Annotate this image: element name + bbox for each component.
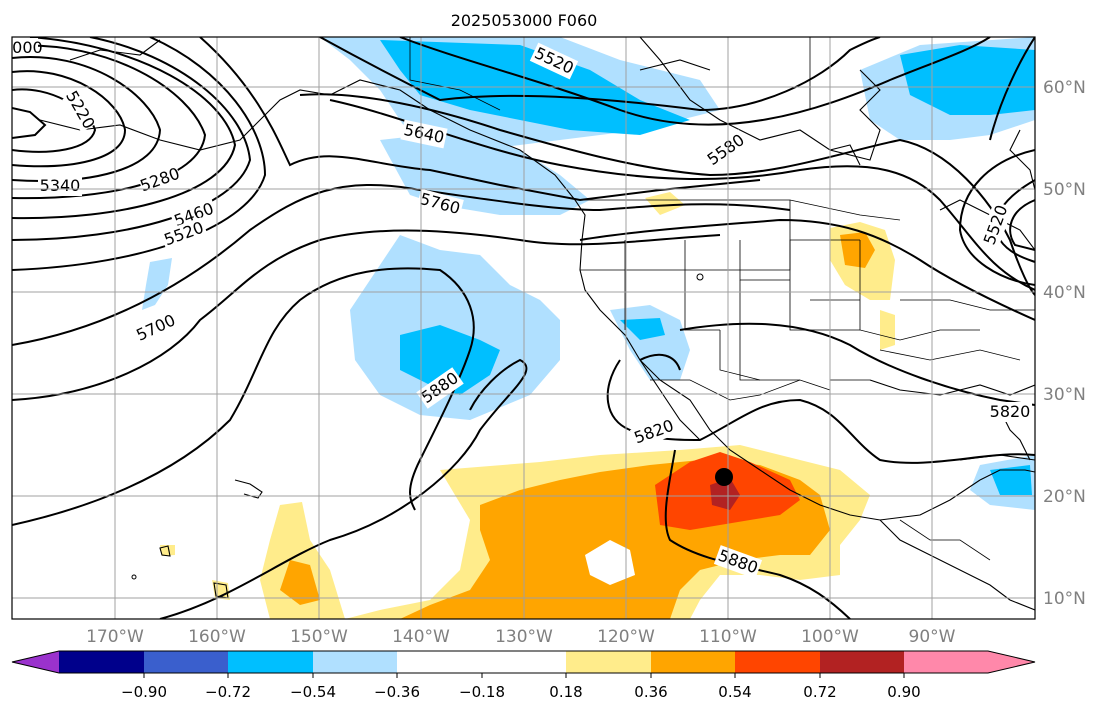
gridlines [12,37,1035,619]
colorbar-segment [988,651,1035,673]
lat-label: 60°N [1043,78,1086,98]
colorbar-segment [651,651,735,673]
longitude-labels: 170°W 160°W 150°W 140°W 130°W 120°W 110°… [86,627,956,647]
colorbar-tick-label: 0.90 [887,683,920,701]
lat-label: 10°N [1043,589,1086,609]
colorbar-tick-label: 0.36 [634,683,667,701]
lon-label: 140°W [392,627,450,647]
storm-center-marker [715,468,733,486]
lon-label: 110°W [699,627,757,647]
colorbar-tick-label: −0.90 [121,683,167,701]
lat-label: 40°N [1043,283,1086,303]
colorbar-segment [397,651,482,673]
colorbar-segment [482,651,566,673]
contour-label: 5000 [2,38,43,57]
lon-label: 90°W [909,627,956,647]
lat-label: 30°N [1043,385,1086,405]
map-frame [11,36,1036,620]
lon-label: 150°W [290,627,348,647]
colorbar-tick-label: 0.18 [549,683,582,701]
colorbar-segment [228,651,313,673]
colorbar-tick-label: 0.54 [718,683,751,701]
colorbar-segment [59,651,144,673]
colorbar-segment [313,651,397,673]
colorbar-tick-label: −0.54 [290,683,336,701]
figure-title: 2025053000 F060 [451,11,598,30]
map-area: 5220 5340 5280 5460 5520 5700 5640 5760 … [2,37,1035,619]
lon-label: 160°W [188,627,246,647]
lat-label: 20°N [1043,487,1086,507]
colorbar-tick-label: −0.18 [459,683,505,701]
anomaly-gap [585,540,635,585]
lon-label: 170°W [86,627,144,647]
lon-label: 130°W [495,627,553,647]
latitude-labels: 60°N 50°N 40°N 30°N 20°N 10°N [1043,78,1086,609]
contour-label: 5340 [40,176,81,195]
colorbar-segment [904,651,988,673]
colorbar: −0.90 −0.72 −0.54 −0.36 −0.18 0.18 0.36 … [11,650,1036,701]
colorbar-segment [566,651,651,673]
colorbar-segment [820,651,904,673]
colorbar-segment [144,651,228,673]
lon-label: 100°W [801,627,859,647]
positive-anomaly-darkred [710,478,740,510]
colorbar-tick-label: 0.72 [803,683,836,701]
lat-label: 50°N [1043,180,1086,200]
colorbar-segment [735,651,820,673]
lon-label: 120°W [597,627,655,647]
contour-label: 5820 [990,402,1031,421]
colorbar-tick-label: −0.72 [205,683,251,701]
colorbar-segment [12,651,59,673]
colorbar-tick-label: −0.36 [374,683,420,701]
